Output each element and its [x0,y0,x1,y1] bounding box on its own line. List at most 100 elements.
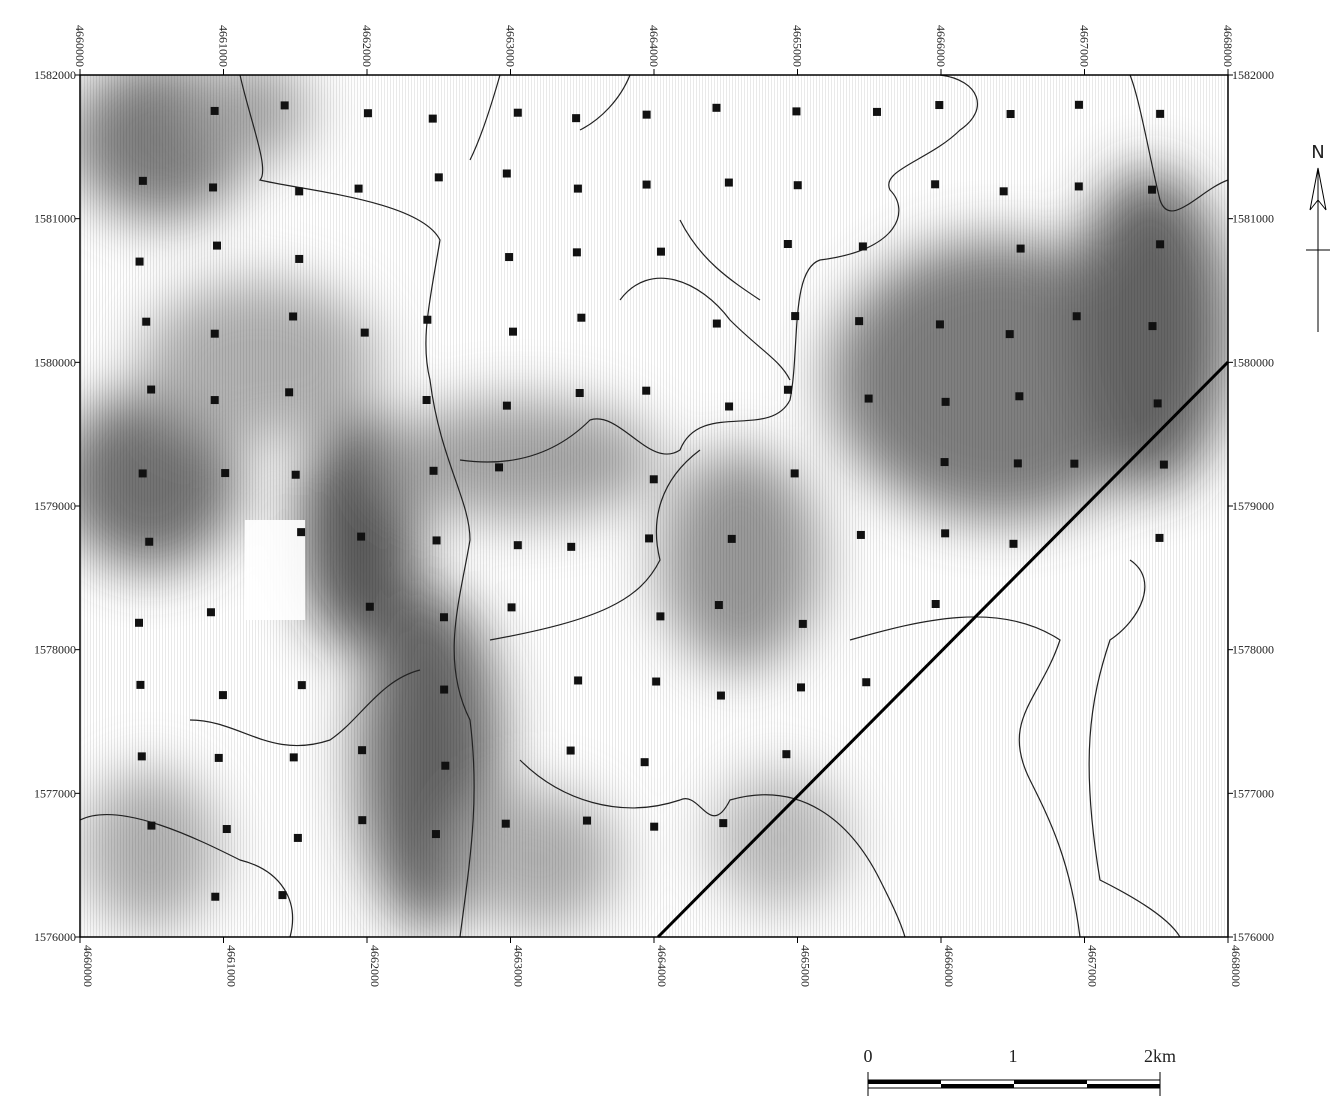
sample-point [1017,245,1025,253]
x-tick-label: 4665000 [791,25,805,67]
sample-point [281,101,289,109]
sample-point [136,258,144,266]
sample-point [641,758,649,766]
sample-point [650,823,658,831]
sample-point [423,316,431,324]
sample-point [139,177,147,185]
sample-point [782,750,790,758]
sample-point [941,529,949,537]
sample-point [1148,186,1156,194]
sample-point [794,181,802,189]
sample-point [657,248,665,256]
sample-point [645,534,653,542]
sample-point [429,115,437,123]
sample-point [423,396,431,404]
sample-point [135,619,143,627]
sample-point [295,187,303,195]
sample-point [1154,399,1162,407]
sample-point [935,101,943,109]
x-tick-label: 4660000 [73,25,87,67]
sample-point [440,613,448,621]
sample-point [1149,322,1157,330]
sample-point [430,467,438,475]
sample-point [364,109,372,117]
x-tick-label: 4663000 [504,25,518,67]
sample-point [941,458,949,466]
sample-point [715,601,723,609]
sample-point [797,683,805,691]
x-tick-label: 4662000 [360,25,374,67]
sample-point [1015,392,1023,400]
page: {"map": { "x_ticks": [4660000, 4661000, … [0,0,1342,1104]
sample-point [1070,460,1078,468]
sample-point [572,114,580,122]
sample-point [873,108,881,116]
north-label: N [1311,142,1324,163]
sample-point [361,329,369,337]
sample-point [931,180,939,188]
sample-point [577,314,585,322]
sample-point [147,822,155,830]
y-tick-label: 1582000 [1232,68,1274,82]
x-tick-label: 4664000 [655,945,669,987]
sample-point [440,686,448,694]
sample-point [1156,110,1164,118]
scale-label: 2km [1144,1046,1176,1066]
sample-point [223,825,231,833]
sample-point [725,402,733,410]
sample-point [211,893,219,901]
sample-point [441,762,449,770]
sample-point [859,242,867,250]
x-tick-label: 4667000 [1086,945,1100,987]
sample-point [285,388,293,396]
sample-point [502,820,510,828]
sample-point [514,541,522,549]
y-tick-label: 1580000 [34,355,76,369]
sample-point [576,389,584,397]
sample-point [1160,461,1168,469]
sample-point [857,531,865,539]
x-tick-label: 4661000 [225,945,239,987]
sample-point [503,402,511,410]
sample-point [573,248,581,256]
sample-point [583,817,591,825]
sample-point [221,469,229,477]
sample-point [728,535,736,543]
sample-point [355,185,363,193]
sample-point [211,396,219,404]
sample-point [136,681,144,689]
sample-point [209,183,217,191]
sample-point [717,692,725,700]
scale-label: 1 [1009,1046,1018,1066]
sample-point [942,398,950,406]
sample-point [713,320,721,328]
sample-point [567,747,575,755]
sample-point [207,608,215,616]
sample-point [791,469,799,477]
sample-point [574,185,582,193]
sample-point [799,620,807,628]
sample-point [855,317,863,325]
x-tick-label: 4668000 [1221,25,1235,67]
sample-point [784,240,792,248]
sample-point [142,318,150,326]
sample-point [792,107,800,115]
sample-point [495,463,503,471]
sample-point [862,678,870,686]
sample-point [719,819,727,827]
sample-point [1007,110,1015,118]
x-tick-label: 4661000 [217,25,231,67]
sample-point [358,746,366,754]
sample-point [357,533,365,541]
sample-point [297,528,305,536]
sample-point [298,681,306,689]
sample-point [213,242,221,250]
sample-point [219,691,227,699]
sample-point [656,612,664,620]
sample-point [936,320,944,328]
x-tick-label: 4666000 [934,25,948,67]
sample-point [712,104,720,112]
y-tick-label: 1578000 [1232,643,1274,657]
y-tick-label: 1580000 [1232,355,1274,369]
scale-label: 0 [864,1046,873,1066]
